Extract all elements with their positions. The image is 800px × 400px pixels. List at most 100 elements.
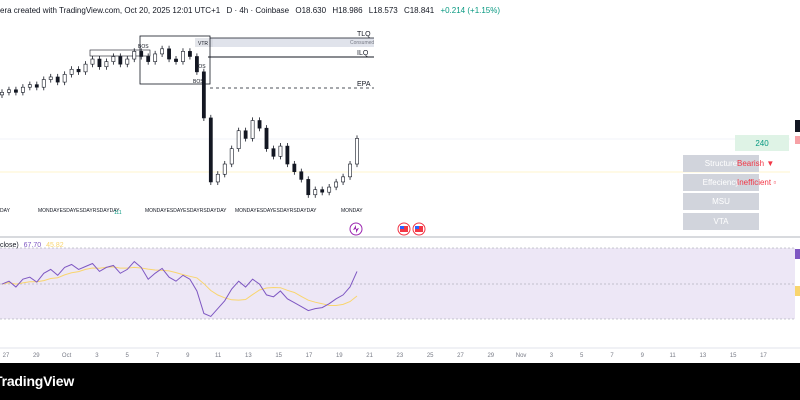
tlq-label: TLQ [357, 31, 371, 38]
candle-body [306, 179, 311, 196]
bos-label-1: BOS [138, 44, 149, 50]
candle-body [292, 163, 297, 173]
candle-body [229, 148, 234, 165]
vta-button[interactable]: VTA [683, 213, 759, 230]
candle-body [299, 171, 304, 180]
candle-body [215, 173, 220, 183]
candle-body [341, 176, 345, 183]
time-axis-label: 21 [366, 353, 373, 359]
right-scale-marker-purple [795, 249, 800, 259]
time-axis-label: 27 [457, 353, 464, 359]
candle-body [320, 189, 325, 193]
rsi-value: 67.70 [23, 242, 42, 249]
caption-low: L18.573 [368, 6, 398, 15]
candle-body [153, 53, 158, 62]
time-axis-label: 3 [95, 353, 99, 359]
time-axis-label: 5 [126, 353, 130, 359]
flag-icon-us-1[interactable] [397, 222, 411, 236]
chart-svg[interactable]: TLQ Consumed ILQ EPA VTR BOS BOS BOS DAY… [0, 0, 800, 363]
bos-label-2: BOS [195, 64, 206, 70]
rsi-source-label: close) [0, 242, 19, 249]
efficiency-button[interactable]: Effeciency [683, 174, 759, 191]
rsi-legend: close) 67.70 45.82 [0, 242, 64, 249]
candle-body [285, 145, 290, 165]
rsi-band [0, 248, 795, 319]
right-scale-marker-dark [795, 120, 800, 132]
time-axis-label: 29 [487, 353, 494, 359]
time-axis-label: 15 [730, 353, 737, 359]
candle-body [222, 163, 227, 175]
candle-body [76, 68, 81, 73]
session-label-monday: MONDAY [341, 208, 363, 214]
time-axis-label: 13 [245, 353, 252, 359]
flag-icon-us-2[interactable] [412, 222, 426, 236]
candle-body [250, 120, 255, 139]
candle-body [208, 117, 213, 183]
candle-body [0, 92, 4, 96]
candle-body [27, 84, 32, 88]
session-label-group-3: MONDAYESDAYESDAYRSDAYDAY [235, 208, 317, 214]
vtr-zone [195, 38, 213, 47]
caption-close: C18.841 [403, 6, 435, 15]
rsi-ma-line [1, 266, 358, 306]
candle-body [167, 48, 171, 60]
candle-body [334, 181, 339, 188]
time-axis-label: Nov [516, 353, 527, 359]
candle-body [118, 56, 123, 65]
vtr-label: VTR [198, 41, 208, 47]
candle-body [132, 51, 137, 60]
candle-body [174, 58, 178, 62]
tradingview-logo: TradingView [0, 373, 75, 389]
candle-body [97, 58, 102, 68]
rsi-ma-value: 45.82 [46, 242, 64, 249]
time-axis[interactable]: 27 29 Oct 3 5 7 9 11 13 15 17 19 21 23 25 27 29 Nov 3 5 7 9 11… [3, 353, 768, 359]
caption-created: era created with TradingView.com, Oct 20… [0, 6, 221, 15]
candle-body [48, 76, 53, 80]
candle-body [69, 68, 74, 75]
time-axis-label: 5 [580, 353, 584, 359]
candle-body [236, 130, 241, 149]
session-marker: 111 [114, 210, 122, 216]
time-axis-label: 27 [3, 353, 10, 359]
time-axis-label: 25 [427, 353, 434, 359]
time-axis-label: 17 [306, 353, 313, 359]
candle-body [41, 79, 46, 88]
candle-body [83, 63, 88, 73]
ilq-label: ILQ [357, 50, 369, 57]
time-axis-label: 23 [397, 353, 404, 359]
candle-body [278, 145, 283, 157]
structure-button[interactable]: Structure [683, 155, 759, 172]
candle-body [160, 48, 164, 55]
session-label-group-2: MONDAYESDAYESDAYRSDAYDAY [145, 208, 227, 214]
time-axis-label: 7 [156, 353, 160, 359]
candle-body [139, 51, 144, 57]
time-axis-label: 19 [336, 353, 343, 359]
candle-body [257, 120, 262, 129]
time-axis-label: 15 [275, 353, 282, 359]
time-axis-label: 17 [760, 353, 767, 359]
candle-body [348, 163, 352, 178]
time-axis-label: 9 [641, 353, 645, 359]
candle-body [355, 138, 359, 165]
right-scale-marker-red [795, 136, 800, 144]
time-axis-label: 7 [610, 353, 614, 359]
rsi-line [1, 260, 358, 317]
msu-button[interactable]: MSU [683, 193, 759, 210]
tlq-zone [210, 38, 374, 47]
candle-body [14, 89, 18, 93]
candle-body [104, 61, 109, 68]
candle-body [20, 86, 25, 93]
time-axis-label: Oct [62, 353, 72, 359]
candle-body [327, 186, 332, 193]
candle-body [181, 51, 185, 62]
caption-high: H18.986 [332, 6, 363, 15]
caption-symbol: D · 4h · Coinbase [226, 6, 290, 15]
candle-body [125, 58, 130, 65]
caption-open: O18.630 [295, 6, 327, 15]
event-icon-purple[interactable] [349, 222, 363, 236]
efficiency-value: Inefficient ▫ [737, 178, 777, 187]
candle-body [7, 89, 11, 93]
time-axis-label: 13 [700, 353, 707, 359]
session-label-group-1: MONDAYESDAYESDAYRSDAYDAY [38, 208, 120, 214]
